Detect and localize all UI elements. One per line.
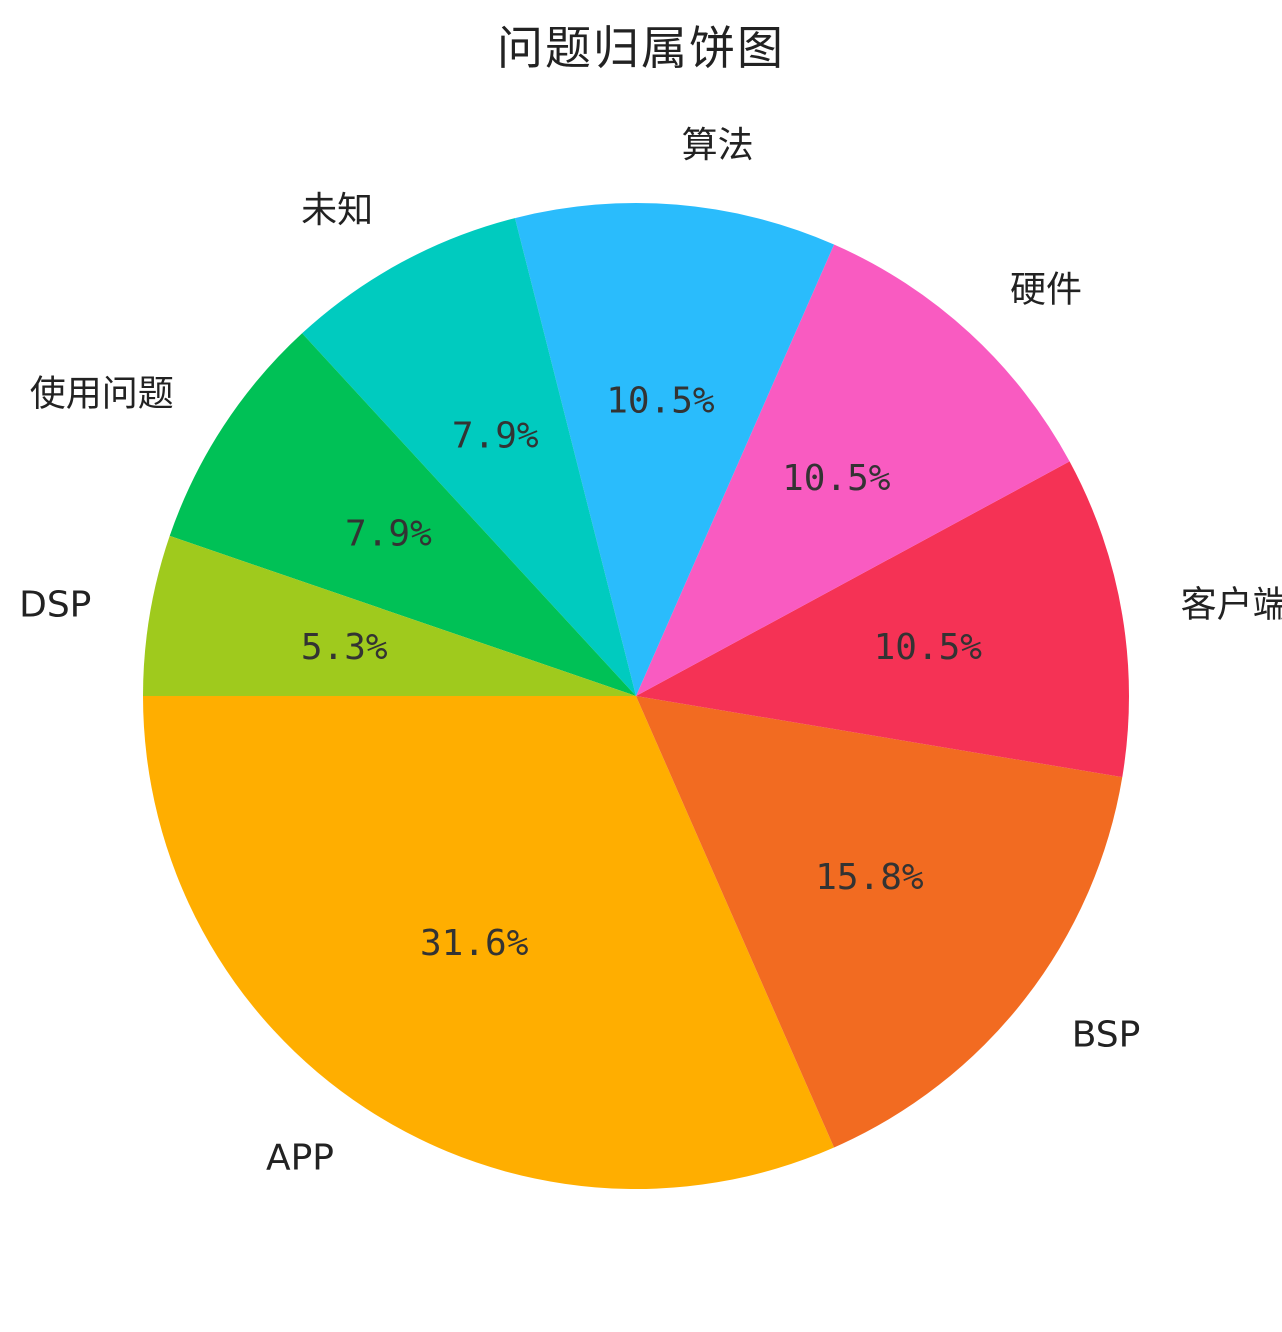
slice-percentage-label: 10.5% xyxy=(874,627,983,668)
pie-slice xyxy=(636,696,1123,1148)
pie-slice xyxy=(302,218,636,696)
slice-category-label: DSP xyxy=(19,585,91,626)
pie-slice xyxy=(143,535,636,696)
slice-category-label: 算法 xyxy=(682,125,754,166)
slice-percentage-label: 10.5% xyxy=(782,458,891,499)
slice-category-label: APP xyxy=(266,1138,334,1179)
slice-percentage-label: 31.6% xyxy=(420,923,529,964)
slice-percentage-label: 15.8% xyxy=(815,857,924,898)
pie-slice xyxy=(636,244,1070,696)
slice-category-label: 硬件 xyxy=(1010,269,1082,310)
pie-slice xyxy=(514,203,835,697)
chart-title: 问题归属饼图 xyxy=(497,21,785,75)
percentage-labels: 31.6% 15.8% 10.5% 10.5% 10.5% 7.9% 7.9% 5.3% xyxy=(301,381,982,964)
slice-percentage-label: 7.9% xyxy=(452,415,539,456)
pie-slice xyxy=(143,696,835,1190)
slice-percentage-label: 10.5% xyxy=(606,381,715,422)
pie-slices xyxy=(143,203,1130,1190)
slice-category-label: 使用问题 xyxy=(30,374,174,415)
slice-percentage-label: 5.3% xyxy=(301,627,388,668)
slice-category-label: 未知 xyxy=(301,190,373,231)
slice-category-label: 客户端 xyxy=(1181,585,1282,626)
slice-percentage-label: 7.9% xyxy=(345,514,432,555)
pie-slice xyxy=(636,461,1130,778)
slice-category-label: BSP xyxy=(1072,1015,1141,1056)
pie-slice xyxy=(169,333,636,696)
